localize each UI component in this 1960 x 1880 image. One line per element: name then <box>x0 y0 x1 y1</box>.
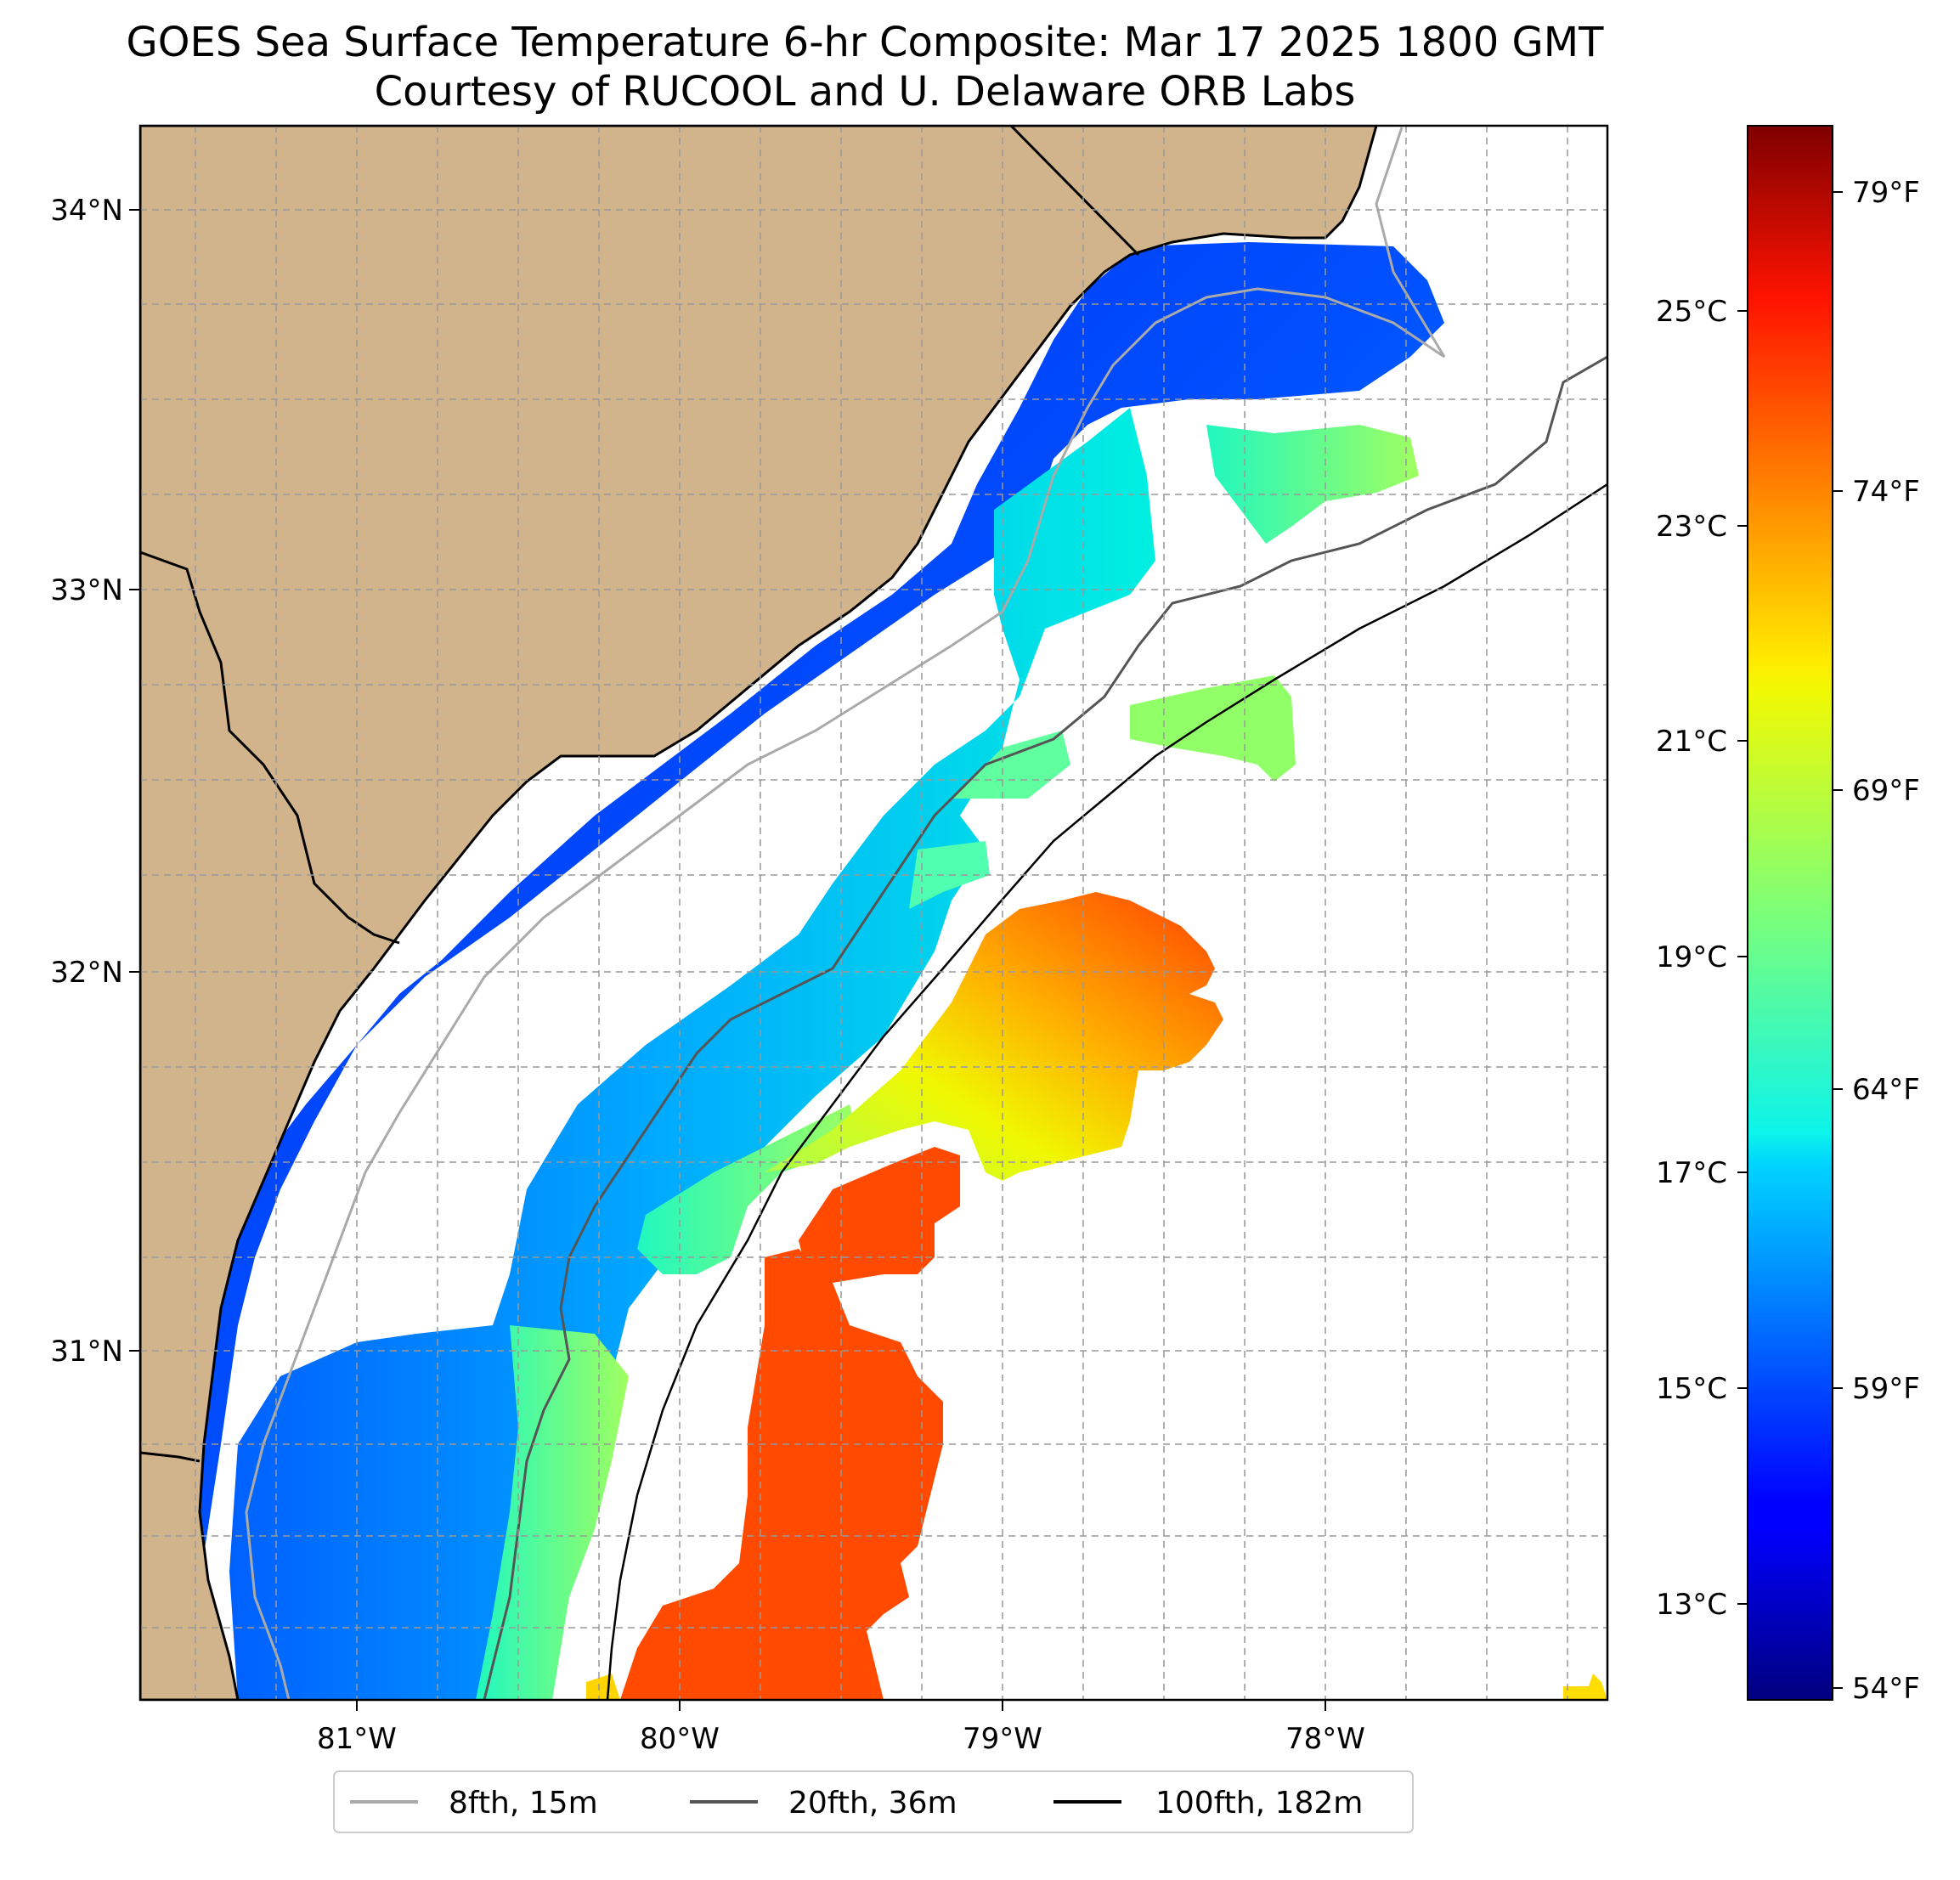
legend-box <box>333 1770 1414 1833</box>
isobath-8fth <box>245 127 1446 1700</box>
sst-green-patch-3 <box>952 731 1070 799</box>
colorbar-celsius-label: 23°C <box>1656 510 1727 544</box>
colorbar-fahrenheit-label: 54°F <box>1852 1672 1920 1706</box>
map-title: GOES Sea Surface Temperature 6-hr Compos… <box>127 19 1605 66</box>
colorbar-celsius-label: 13°C <box>1656 1588 1727 1622</box>
lat-label: 33°N <box>50 573 123 607</box>
sst-gulf-stream-south <box>799 1147 960 1283</box>
legend-label: 20fth, 36m <box>788 1786 957 1821</box>
colorbar-celsius-label: 19°C <box>1656 940 1727 974</box>
sst-green-patch-1 <box>1206 425 1419 544</box>
lon-label: 79°W <box>963 1722 1042 1756</box>
colorbar-fahrenheit-label: 64°F <box>1852 1073 1920 1107</box>
lon-axis: 81°W 80°W 79°W 78°W <box>317 1700 1365 1756</box>
state-boundary-nc-sc <box>1009 126 1140 257</box>
legend-label: 8fth, 15m <box>449 1786 598 1821</box>
lon-label: 80°W <box>640 1722 720 1756</box>
colorbar-fahrenheit-label: 74°F <box>1852 475 1920 509</box>
sst-midshelf <box>229 408 1155 1700</box>
map-area <box>140 126 1607 1700</box>
lat-axis: 34°N 33°N 32°N 31°N <box>50 194 140 1369</box>
lat-label: 34°N <box>50 194 123 228</box>
lon-label: 78°W <box>1285 1722 1365 1756</box>
sst-outer-shelf <box>476 1325 629 1700</box>
legend: 8fth, 15m 20fth, 36m 100fth, 182m <box>333 1770 1414 1833</box>
isobath-20fth <box>483 355 1607 1700</box>
lon-label: 81°W <box>317 1722 397 1756</box>
colorbar: 25°C 23°C 21°C 19°C 17°C 15°C 13°C 79°F … <box>1656 125 1920 1706</box>
colorbar-gradient <box>1747 125 1833 1701</box>
colorbar-celsius-label: 25°C <box>1656 295 1727 329</box>
land-mass <box>140 126 1378 1700</box>
colorbar-fahrenheit-label: 59°F <box>1852 1372 1920 1406</box>
colorbar-celsius-label: 17°C <box>1656 1156 1727 1190</box>
colorbar-celsius-label: 21°C <box>1656 725 1727 759</box>
map-frame <box>138 124 1609 1702</box>
sst-gulf-stream-north <box>765 892 1223 1181</box>
gridlines <box>140 126 1607 1700</box>
sst-yellow-east-edge <box>1563 1674 1607 1700</box>
sst-yellow-south-corner <box>586 1674 620 1700</box>
colorbar-fahrenheit-label: 69°F <box>1852 774 1920 808</box>
sst-gulf-stream-core <box>620 1249 943 1700</box>
isobath-100fth <box>606 483 1607 1700</box>
state-boundary-ga-fl <box>140 1451 201 1463</box>
legend-label: 100fth, 182m <box>1155 1786 1363 1821</box>
lat-label: 32°N <box>50 956 123 990</box>
sst-nearshore-band <box>191 242 1444 1555</box>
colorbar-fahrenheit-label: 79°F <box>1852 176 1920 210</box>
sst-green-band <box>637 1104 858 1274</box>
map-subtitle: Courtesy of RUCOOL and U. Delaware ORB L… <box>375 68 1356 116</box>
sst-green-patch-2 <box>1130 675 1296 782</box>
lat-label: 31°N <box>50 1335 123 1369</box>
colorbar-celsius-label: 15°C <box>1656 1372 1727 1406</box>
